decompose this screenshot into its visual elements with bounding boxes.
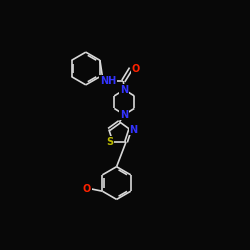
Text: O: O [132,64,140,74]
Text: NH: NH [100,76,116,86]
Text: N: N [130,124,138,134]
Text: O: O [82,184,91,194]
Text: N: N [120,110,128,120]
Text: N: N [120,85,128,95]
Text: S: S [106,137,113,147]
